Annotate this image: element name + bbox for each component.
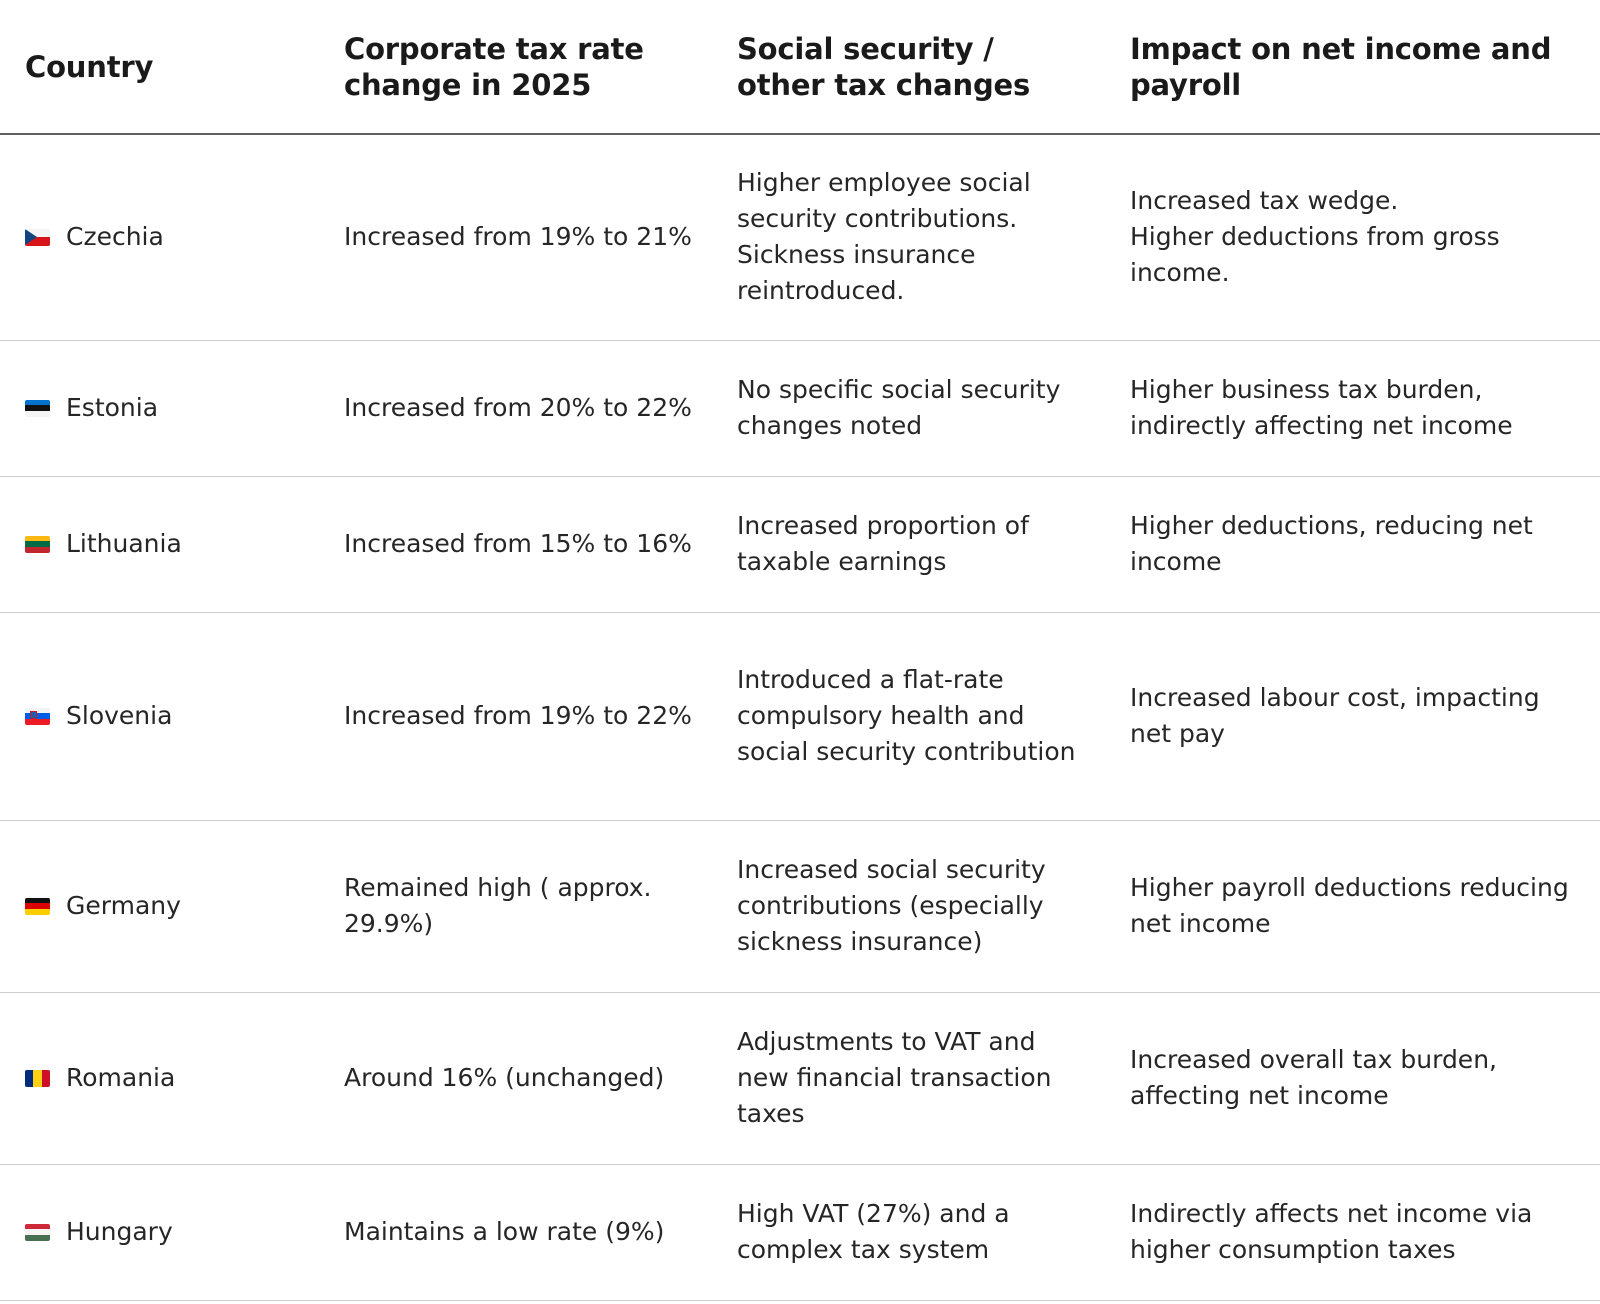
germany-flag-icon xyxy=(25,897,50,915)
corporate-tax-cell: Around 16% (unchanged) xyxy=(320,992,713,1165)
country-cell: Romania xyxy=(0,992,320,1165)
social-security-cell: No specific social security changes note… xyxy=(713,340,1106,477)
corporate-tax-cell: Increased from 15% to 16% xyxy=(320,476,713,613)
table-row: Romania Around 16% (unchanged) Adjustmen… xyxy=(0,992,1600,1165)
corporate-tax-cell: Increased from 19% to 21% xyxy=(320,134,713,341)
country-name: Lithuania xyxy=(66,529,182,558)
header-social-security: Social security / other tax changes xyxy=(713,0,1106,135)
impact-cell: Increased tax wedge. Higher deductions f… xyxy=(1106,134,1600,341)
table-row: Slovenia Increased from 19% to 22% Intro… xyxy=(0,612,1600,821)
header-row: Country Corporate tax rate change in 202… xyxy=(0,0,1600,135)
impact-cell: Increased labour cost, impacting net pay xyxy=(1106,612,1600,821)
header-corporate-tax: Corporate tax rate change in 2025 xyxy=(320,0,713,135)
country-cell: Slovenia xyxy=(0,612,320,821)
social-security-cell: Adjustments to VAT and new financial tra… xyxy=(713,992,1106,1165)
impact-line: Higher deductions from gross income. xyxy=(1130,222,1500,288)
header-impact: Impact on net income and payroll xyxy=(1106,0,1600,135)
estonia-flag-icon xyxy=(25,399,50,417)
impact-cell: Increased overall tax burden, affecting … xyxy=(1106,992,1600,1165)
country-cell: Estonia xyxy=(0,340,320,477)
country-name: Estonia xyxy=(66,393,159,422)
country-cell: Czechia xyxy=(0,134,320,341)
country-cell: Lithuania xyxy=(0,476,320,613)
table-row: Hungary Maintains a low rate (9%) High V… xyxy=(0,1164,1600,1301)
country-name: Slovenia xyxy=(66,701,173,730)
social-security-cell: High VAT (27%) and a complex tax system xyxy=(713,1164,1106,1301)
table-header: Country Corporate tax rate change in 202… xyxy=(0,0,1600,135)
country-name: Czechia xyxy=(66,222,164,252)
lithuania-flag-icon xyxy=(25,535,50,553)
impact-line: Higher deductions, reducing net income xyxy=(1130,511,1533,576)
impact-line: Increased overall tax burden, affecting … xyxy=(1130,1045,1497,1110)
table-body: Czechia Increased from 19% to 21% Higher… xyxy=(0,134,1600,1301)
corporate-tax-cell: Maintains a low rate (9%) xyxy=(320,1164,713,1301)
country-cell: Hungary xyxy=(0,1164,320,1301)
impact-cell: Indirectly affects net income via higher… xyxy=(1106,1164,1600,1301)
table-row: Czechia Increased from 19% to 21% Higher… xyxy=(0,134,1600,341)
corporate-tax-cell: Remained high ( approx. 29.9%) xyxy=(320,820,713,993)
country-name: Hungary xyxy=(66,1217,173,1246)
social-security-cell: Higher employee social security contribu… xyxy=(713,134,1106,341)
czechia-flag-icon xyxy=(25,228,50,246)
header-country: Country xyxy=(0,0,320,135)
table-row: Estonia Increased from 20% to 22% No spe… xyxy=(0,340,1600,477)
impact-line: Higher payroll deductions reducing net i… xyxy=(1130,873,1569,938)
table-row: Lithuania Increased from 15% to 16% Incr… xyxy=(0,476,1600,613)
impact-cell: Higher business tax burden, indirectly a… xyxy=(1106,340,1600,477)
country-name: Romania xyxy=(66,1063,176,1092)
hungary-flag-icon xyxy=(25,1223,50,1241)
impact-line: Increased labour cost, impacting net pay xyxy=(1130,683,1540,748)
social-security-cell: Increased proportion of taxable earnings xyxy=(713,476,1106,613)
slovenia-flag-icon xyxy=(25,707,50,725)
social-security-cell: Increased social security contributions … xyxy=(713,820,1106,993)
impact-cell: Higher deductions, reducing net income xyxy=(1106,476,1600,613)
corporate-tax-cell: Increased from 19% to 22% xyxy=(320,612,713,821)
romania-flag-icon xyxy=(25,1069,50,1087)
impact-line: Increased tax wedge. xyxy=(1130,186,1399,216)
country-cell: Germany xyxy=(0,820,320,993)
impact-line: Indirectly affects net income via higher… xyxy=(1130,1199,1533,1264)
impact-cell: Higher payroll deductions reducing net i… xyxy=(1106,820,1600,993)
corporate-tax-cell: Increased from 20% to 22% xyxy=(320,340,713,477)
social-security-cell: Introduced a flat-rate compulsory health… xyxy=(713,612,1106,821)
impact-line: Higher business tax burden, indirectly a… xyxy=(1130,375,1513,440)
country-name: Germany xyxy=(66,891,181,920)
table-row: Germany Remained high ( approx. 29.9%) I… xyxy=(0,820,1600,993)
